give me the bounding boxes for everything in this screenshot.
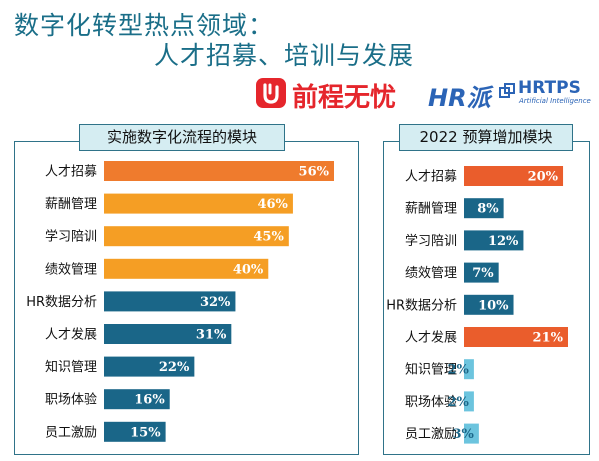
chart1-category-label: 学习陪训 [45, 229, 97, 245]
chart2-bar [464, 294, 514, 315]
chart2-category-label: 薪酬管理 [405, 202, 457, 217]
chart1-bar [104, 389, 170, 410]
chart1-data-label: 32% [200, 295, 231, 310]
chart2-category-label: 人才招募 [405, 170, 457, 185]
hrtps-subtitle: Artificial Intelligence [519, 97, 591, 105]
chart2-category-label: 知识管理 [405, 362, 457, 378]
chart1-data-label: 56% [299, 165, 330, 180]
chart1-data-label: 15% [130, 425, 161, 440]
chart2-category-label: 员工激励 [405, 427, 457, 442]
chart1-category-label: 人才招募 [45, 165, 97, 180]
chart2-category-label: 人才发展 [405, 330, 457, 346]
chart2-data-label: 12% [488, 234, 519, 249]
chart2-category-label: HR数据分析 [386, 298, 457, 313]
chart2-data-label: 7% [472, 266, 494, 281]
chart2-bar [464, 262, 499, 283]
chart1-bar [104, 258, 269, 279]
brand-name-cn: 前程无忧 [292, 83, 397, 113]
page-title-line1: 数字化转型热点领域： [14, 11, 275, 40]
left-chart-title: 实施数字化流程的模块 [79, 124, 285, 151]
chart2-data-label: 2% [447, 395, 469, 410]
chart1-bar [104, 226, 289, 247]
chart2-bar [464, 327, 568, 347]
chart2-bar [464, 391, 474, 412]
chart1-bar [104, 161, 334, 181]
chart2-bar [464, 230, 524, 251]
chart1-bar [104, 421, 166, 442]
chart1-bar [104, 324, 232, 344]
chart1-data-label: 46% [257, 197, 288, 212]
chart1-category-label: 绩效管理 [45, 262, 97, 277]
chart2-category-label: 学习陪训 [405, 233, 457, 249]
chart1-category-label: 薪酬管理 [45, 197, 97, 212]
right-chart-title: 2022 预算增加模块 [399, 124, 573, 151]
chart2-category-label: 绩效管理 [405, 266, 457, 281]
chart2-bar [464, 198, 504, 219]
chart2-data-label: 10% [478, 298, 509, 313]
chart2-data-label: 20% [528, 170, 559, 185]
chart1-data-label: 22% [159, 360, 190, 375]
chart2-data-label: 2% [447, 363, 469, 378]
chart1-data-label: 16% [134, 393, 165, 408]
chart2-data-label: 8% [477, 202, 499, 217]
chart2-bar [464, 359, 474, 380]
chart1-category-label: 知识管理 [45, 359, 97, 375]
chart1-bar [104, 291, 236, 312]
chart1-category-label: 职场体验 [45, 392, 97, 408]
chart2-category-label: 职场体验 [405, 394, 457, 410]
chart1-category-label: 人才发展 [45, 327, 97, 343]
chart2-bar [464, 166, 564, 186]
brand-logo-icon [256, 78, 286, 108]
chart2-data-label: 3% [452, 427, 474, 442]
brand-hr-pai: HR派 [428, 84, 491, 112]
hrtps-brand: HRTPS [518, 78, 581, 98]
chart1-bar [104, 356, 195, 377]
hrtps-logo-icon [499, 83, 515, 98]
chart2-bar [464, 423, 479, 444]
chart1-data-label: 45% [253, 230, 284, 245]
chart1-bar [104, 193, 293, 214]
chart1-category-label: HR数据分析 [26, 295, 97, 310]
page-title-line2: 人才招募、培训与发展 [154, 41, 415, 70]
chart1-data-label: 40% [233, 262, 264, 277]
chart1-data-label: 31% [196, 328, 227, 343]
chart1-category-label: 员工激励 [45, 425, 97, 440]
chart2-data-label: 21% [533, 331, 564, 346]
